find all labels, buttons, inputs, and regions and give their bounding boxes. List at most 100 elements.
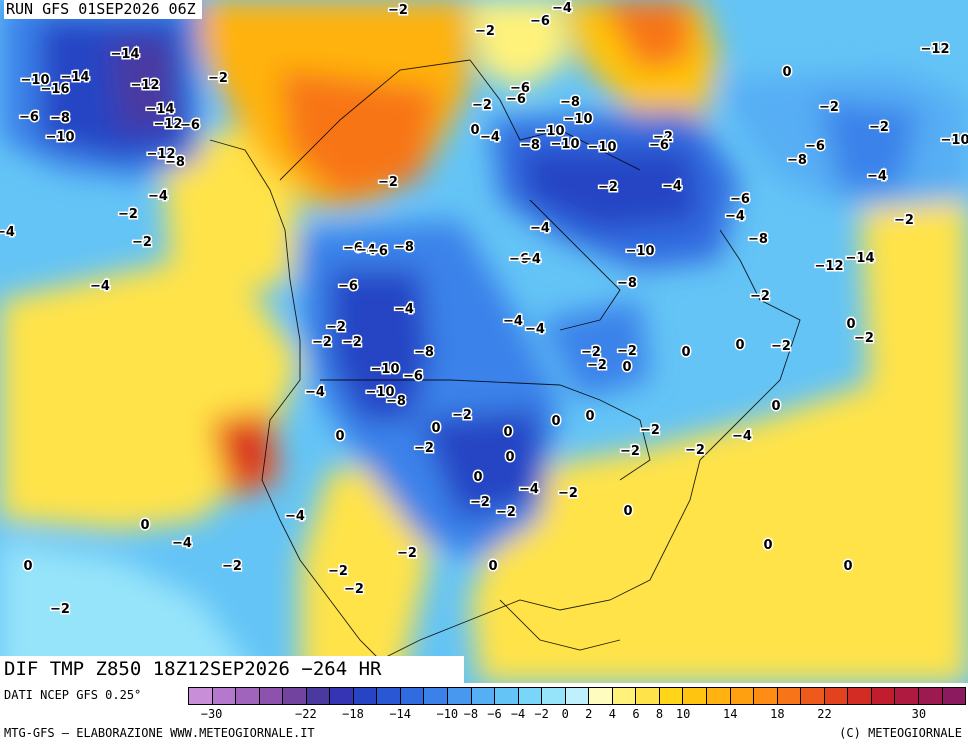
legend-swatch — [212, 688, 237, 704]
legend-swatch — [189, 688, 213, 704]
contour-label: −2 — [472, 98, 492, 113]
contour-label: −4 — [285, 509, 305, 524]
contour-label: 0 — [505, 450, 514, 465]
contour-label: −2 — [598, 180, 618, 195]
legend-tick-label: 22 — [817, 707, 832, 721]
contour-label: −10 — [366, 385, 395, 400]
contour-label: −4 — [0, 225, 15, 240]
legend-swatch — [424, 688, 449, 704]
legend-tick-label: −8 — [463, 707, 479, 721]
legend-swatch — [730, 688, 755, 704]
contour-label: −2 — [869, 120, 889, 135]
contour-label: −2 — [132, 235, 152, 250]
legend-swatch — [801, 688, 825, 704]
footer: DATI NCEP GFS 0.25° −30 −22 −18 −14 −10 −8 −6−… — [0, 683, 968, 745]
legend-swatch — [659, 688, 684, 704]
contour-label: −12 — [154, 117, 183, 132]
contour-label: 0 — [681, 345, 690, 360]
legend-swatch — [283, 688, 307, 704]
legend-tick-label: −2 — [534, 707, 549, 721]
contour-label: −2 — [854, 331, 874, 346]
legend-swatch — [871, 688, 896, 704]
legend-swatch — [353, 688, 378, 704]
contour-label: −6 — [530, 14, 550, 29]
contour-label: −2 — [470, 495, 490, 510]
contour-label: 0 — [503, 425, 512, 440]
legend-tick-label: 4 — [608, 707, 616, 721]
contour-label: −8 — [386, 394, 406, 409]
legend-swatch — [777, 688, 802, 704]
contour-label: −12 — [921, 42, 950, 57]
legend-swatch — [377, 688, 401, 704]
contour-label: −8 — [394, 240, 414, 255]
contour-label: −8 — [414, 345, 434, 360]
contour-label: −14 — [111, 47, 140, 62]
contour-label: −4 — [172, 536, 192, 551]
contour-label: −10 — [941, 133, 968, 148]
contour-label: −2 — [50, 602, 70, 617]
contour-label: −2 — [685, 443, 705, 458]
legend-swatch — [330, 688, 354, 704]
contour-label: −6 — [805, 139, 825, 154]
contour-label: −4 — [148, 189, 168, 204]
contour-label: 0 — [843, 559, 852, 574]
contour-label: 0 — [622, 360, 631, 375]
contour-label: 0 — [782, 65, 791, 80]
contour-label: 0 — [140, 518, 149, 533]
contour-label: −2 — [640, 423, 660, 438]
legend-swatch — [918, 688, 943, 704]
contour-label: −6 — [506, 92, 526, 107]
contour-label: −4 — [725, 209, 745, 224]
contour-label: −6 — [343, 241, 363, 256]
legend-swatch — [306, 688, 331, 704]
contour-label: −2 — [378, 175, 398, 190]
copyright-label: (C) METEOGIORNALE — [839, 726, 962, 740]
contour-label: −2 — [342, 335, 362, 350]
contour-label: −2 — [326, 320, 346, 335]
contour-label: −6 — [649, 138, 669, 153]
contour-label: −10 — [21, 73, 50, 88]
contour-label: −14 — [846, 251, 875, 266]
contour-label: −2 — [388, 3, 408, 18]
contour-label: −4 — [356, 243, 376, 258]
contour-label: 0 — [585, 409, 594, 424]
contour-label: −4 — [305, 385, 325, 400]
legend-tick-label: 6 — [632, 707, 640, 721]
legend-swatch — [683, 688, 708, 704]
legend-swatch — [259, 688, 284, 704]
contour-label: −2 — [344, 582, 364, 597]
contour-label: −2 — [452, 408, 472, 423]
contour-label: −4 — [662, 179, 682, 194]
legend-tick-label: 10 — [675, 707, 691, 721]
contour-label: −2 — [208, 71, 228, 86]
legend-tick-label: −18 — [342, 707, 364, 721]
contour-label: −2 — [750, 289, 770, 304]
contour-label: 0 — [771, 399, 780, 414]
contour-label: 0 — [763, 538, 772, 553]
contour-label: −2 — [581, 345, 601, 360]
contour-label: −8 — [50, 111, 70, 126]
run-title: RUN GFS 01SEP2026 06Z — [4, 0, 202, 19]
legend-swatch — [542, 688, 566, 704]
contour-label: −2 — [397, 546, 417, 561]
contour-label: −6 — [338, 279, 358, 294]
contour-label: −2 — [222, 559, 242, 574]
contour-label: −2 — [475, 24, 495, 39]
contour-label: −4 — [530, 221, 550, 236]
contour-label: 0 — [735, 338, 744, 353]
color-scale-legend — [188, 687, 966, 705]
contour-label: −4 — [521, 252, 541, 267]
contour-label: −6 — [180, 118, 200, 133]
contour-label: −2 — [819, 100, 839, 115]
legend-swatch — [754, 688, 778, 704]
contour-value-labels: −2−6−4−2−14−10 −14−12−16−2−6 −8−10−14−12−1… — [0, 0, 968, 619]
legend-tick-label: 0 — [561, 707, 569, 721]
contour-label: 0 — [23, 559, 32, 574]
legend-tick-label: −10 — [436, 707, 459, 721]
contour-label: −8 — [748, 232, 768, 247]
legend-swatch — [565, 688, 590, 704]
contour-label: 0 — [470, 123, 479, 138]
contour-label: −10 — [371, 362, 400, 377]
contour-label: −4 — [480, 130, 500, 145]
contour-label: 0 — [846, 317, 855, 332]
